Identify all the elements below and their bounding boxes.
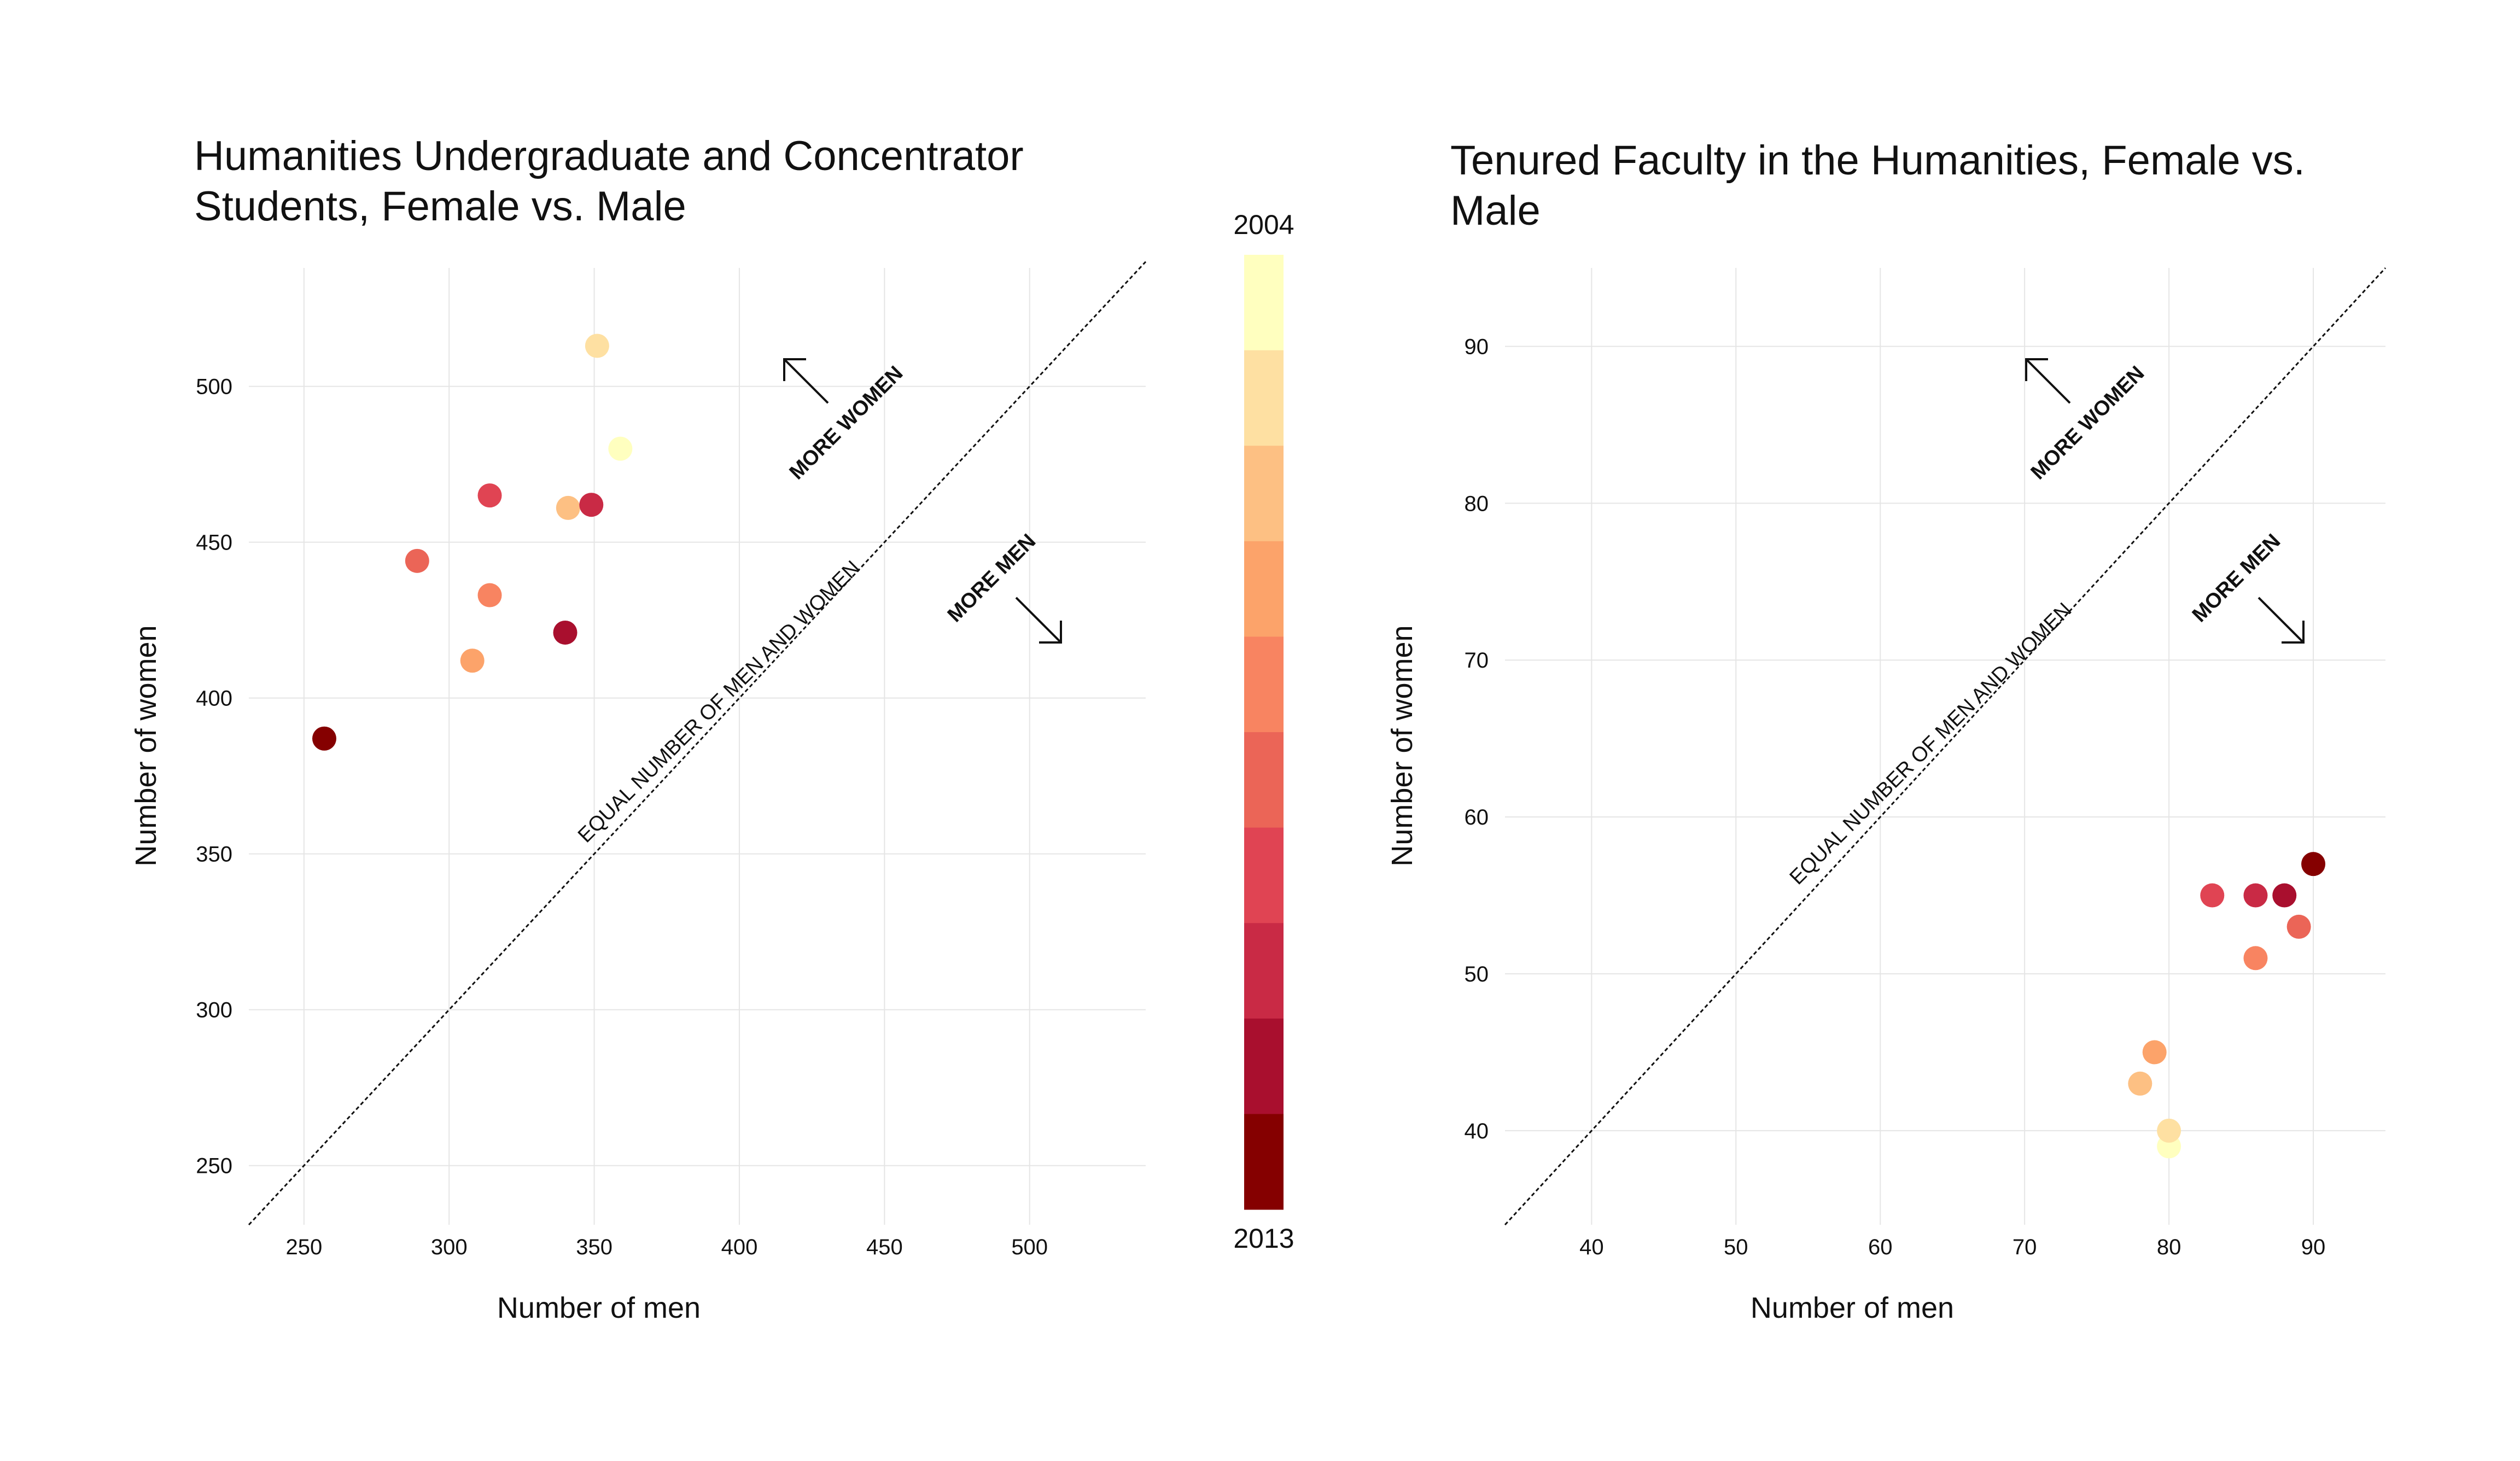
right-y-tick-label: 80 [1465,492,1489,516]
left-x-tick-label: 450 [866,1235,903,1259]
left-more-women-arrowhead [783,358,806,381]
colorbar-segment [1244,350,1284,446]
left-more-women-label: MORE WOMEN [785,362,908,484]
right-data-point [2243,883,2268,908]
left-data-point [405,548,429,573]
right-y-tick-label: 90 [1465,335,1489,359]
right-more-women-label: MORE WOMEN [2027,362,2149,484]
right-data-point [2128,1071,2152,1096]
left-y-tick-label: 300 [196,998,232,1022]
left-x-tick-label: 400 [721,1235,758,1259]
colorbar-segment [1244,1114,1284,1210]
colorbar-segment [1244,1018,1284,1114]
left-equal-line [248,261,1147,1226]
left-more-men-label: MORE MEN [943,530,1040,627]
right-data-point [2301,852,2326,876]
left-data-point [460,648,485,673]
left-y-tick-label: 400 [196,687,232,711]
colorbar-segment [1244,541,1284,637]
left-equal-line-label: EQUAL NUMBER OF MEN AND WOMEN [574,557,865,848]
colorbar-bottom-label: 2013 [1233,1223,1294,1254]
colorbar-segment [1244,923,1284,1019]
left-x-tick-label: 350 [576,1235,612,1259]
right-y-tick-label: 40 [1465,1119,1489,1143]
left-x-tick-label: 300 [431,1235,468,1259]
left-more-women-arrow [783,358,829,404]
left-data-point [477,483,502,508]
colorbar-top-label: 2004 [1233,209,1294,240]
right-x-tick-label: 90 [2301,1235,2326,1259]
left-data-point [579,493,604,517]
left-y-tick-label: 450 [196,531,232,555]
right-x-tick-label: 60 [1868,1235,1893,1259]
right-data-point [2272,883,2297,908]
right-x-tick-label: 80 [2157,1235,2181,1259]
left-data-point [556,495,580,520]
left-chart-title: Humanities Undergraduate and Concentrato… [194,133,1024,230]
right-y-tick-label: 60 [1465,805,1489,829]
right-more-men-arrowhead [2282,621,2305,644]
right-x-tick-label: 40 [1579,1235,1604,1259]
left-data-point [585,334,609,358]
left-more-men-arrowhead [1039,621,1062,644]
colorbar-segment [1244,446,1284,542]
right-x-tick-label: 50 [1724,1235,1748,1259]
right-y-tick-label: 50 [1465,962,1489,986]
right-x-tick-label: 70 [2012,1235,2037,1259]
right-equal-line [1504,267,2387,1226]
left-x-tick-label: 250 [285,1235,322,1259]
left-x-axis-label: Number of men [497,1291,701,1324]
colorbar-segment [1244,255,1284,351]
right-chart-title: Tenured Faculty in the Humanities, Femal… [1450,137,2305,234]
left-x-tick-label: 500 [1011,1235,1048,1259]
colorbar-segment [1244,732,1284,828]
right-more-women-arrow [2025,358,2071,404]
right-data-point [2200,883,2225,908]
left-data-point [312,726,336,751]
left-y-tick-label: 250 [196,1154,232,1178]
right-equal-line-label: EQUAL NUMBER OF MEN AND WOMEN [1786,599,2076,890]
right-y-tick-label: 70 [1465,648,1489,673]
right-data-point [2142,1040,2167,1065]
right-y-axis-label: Number of women [1386,625,1419,866]
left-more-men-arrow [1015,597,1062,644]
right-data-point [2157,1118,2181,1143]
left-y-axis-label: Number of women [130,625,162,866]
left-data-point [553,620,578,645]
right-more-men-label: MORE MEN [2188,530,2285,627]
left-y-tick-label: 350 [196,843,232,867]
left-data-point [477,583,502,607]
right-more-women-arrowhead [2025,358,2048,381]
colorbar-segment [1244,827,1284,924]
colorbar-segment [1244,636,1284,733]
left-y-tick-label: 500 [196,375,232,399]
right-x-axis-label: Number of men [1751,1291,1954,1324]
right-data-point [2243,946,2268,971]
right-more-men-arrow [2258,597,2305,644]
left-data-point [608,436,633,461]
right-data-point [2286,914,2311,939]
